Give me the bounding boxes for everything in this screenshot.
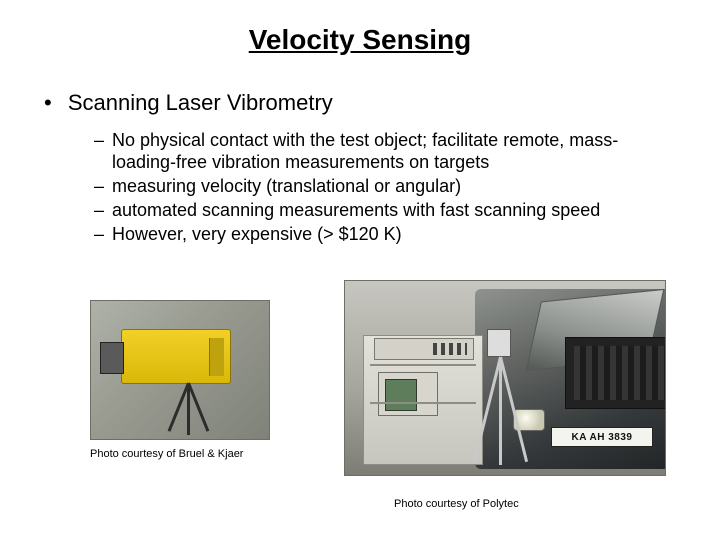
slide: Velocity Sensing Scanning Laser Vibromet… (0, 0, 720, 540)
main-bullet: Scanning Laser Vibrometry (44, 90, 680, 116)
tripod-icon (153, 383, 223, 433)
main-bullet-text: Scanning Laser Vibrometry (68, 90, 333, 115)
sub-bullet: measuring velocity (translational or ang… (94, 176, 660, 198)
photo-car-setup: KA AH 3839 (344, 280, 666, 476)
photo-caption-2: Photo courtesy of Polytec (394, 498, 519, 510)
photo-caption-1: Photo courtesy of Bruel & Kjaer (90, 448, 243, 460)
equipment-cart-icon (363, 335, 483, 465)
sub-bullet: However, very expensive (> $120 K) (94, 224, 660, 246)
camera-icon (121, 329, 231, 384)
slide-title: Velocity Sensing (40, 24, 680, 56)
sub-bullet: No physical contact with the test object… (94, 130, 660, 174)
tripod-icon (475, 329, 525, 459)
sub-bullet: automated scanning measurements with fas… (94, 200, 660, 222)
photo-vibrometer (90, 300, 270, 440)
license-plate: KA AH 3839 (551, 427, 653, 447)
sub-bullet-list: No physical contact with the test object… (94, 130, 660, 246)
